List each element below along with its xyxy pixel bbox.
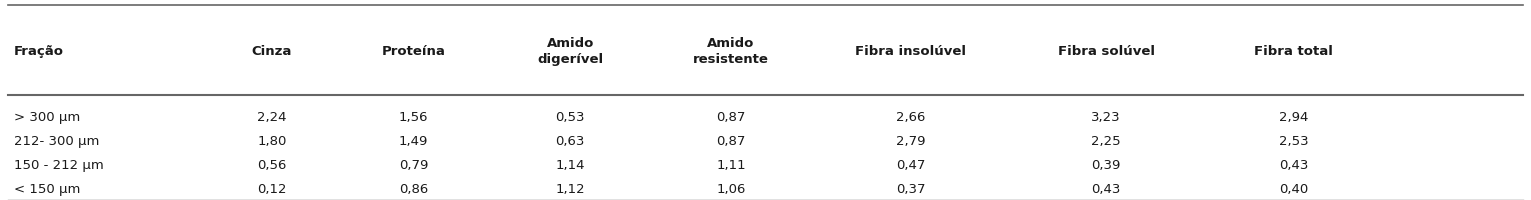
- Text: Fibra total: Fibra total: [1254, 45, 1334, 57]
- Text: Amido
digerível: Amido digerível: [537, 37, 603, 65]
- Text: Fibra solúvel: Fibra solúvel: [1058, 45, 1154, 57]
- Text: 2,53: 2,53: [1278, 135, 1309, 147]
- Text: 2,24: 2,24: [257, 111, 286, 123]
- Text: Amido
resistente: Amido resistente: [694, 37, 769, 65]
- Text: 0,87: 0,87: [717, 135, 746, 147]
- Text: Proteína: Proteína: [381, 45, 446, 57]
- Text: 0,63: 0,63: [556, 135, 585, 147]
- Text: 0,40: 0,40: [1278, 183, 1309, 195]
- Text: > 300 μm: > 300 μm: [14, 111, 80, 123]
- Text: 2,94: 2,94: [1278, 111, 1309, 123]
- Text: 0,79: 0,79: [398, 159, 429, 171]
- Text: 0,43: 0,43: [1278, 159, 1309, 171]
- Text: 0,86: 0,86: [398, 183, 429, 195]
- Text: 1,56: 1,56: [398, 111, 429, 123]
- Text: Fibra insolúvel: Fibra insolúvel: [856, 45, 966, 57]
- Text: 0,37: 0,37: [896, 183, 926, 195]
- Text: 0,43: 0,43: [1092, 183, 1121, 195]
- Text: Cinza: Cinza: [251, 45, 292, 57]
- Text: 2,25: 2,25: [1092, 135, 1121, 147]
- Text: 2,79: 2,79: [896, 135, 926, 147]
- Text: 1,12: 1,12: [556, 183, 585, 195]
- Text: 0,47: 0,47: [896, 159, 926, 171]
- Text: 0,39: 0,39: [1092, 159, 1121, 171]
- Text: Fração: Fração: [14, 45, 64, 57]
- Text: 3,23: 3,23: [1092, 111, 1121, 123]
- Text: 1,14: 1,14: [556, 159, 585, 171]
- Text: 0,12: 0,12: [257, 183, 286, 195]
- Text: 0,56: 0,56: [257, 159, 286, 171]
- Text: 1,11: 1,11: [717, 159, 746, 171]
- Text: 212- 300 μm: 212- 300 μm: [14, 135, 100, 147]
- Text: 1,80: 1,80: [257, 135, 286, 147]
- Text: 0,53: 0,53: [556, 111, 585, 123]
- Text: 2,66: 2,66: [896, 111, 926, 123]
- Text: 1,49: 1,49: [398, 135, 429, 147]
- Text: < 150 μm: < 150 μm: [14, 183, 80, 195]
- Text: 150 - 212 μm: 150 - 212 μm: [14, 159, 104, 171]
- Text: 1,06: 1,06: [717, 183, 746, 195]
- Text: 0,87: 0,87: [717, 111, 746, 123]
